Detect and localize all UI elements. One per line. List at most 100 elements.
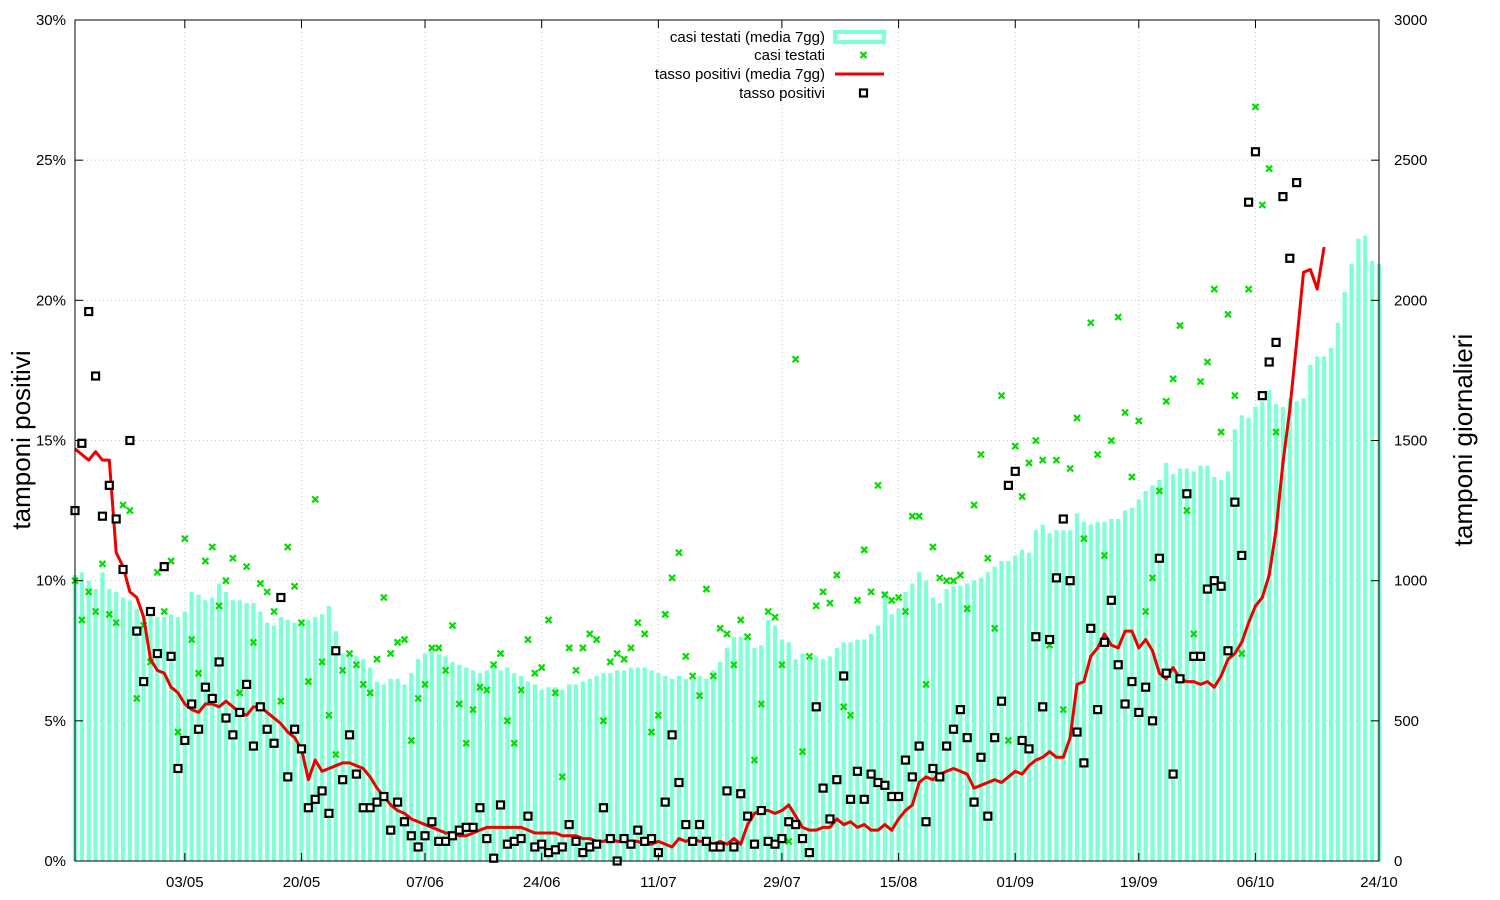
bar xyxy=(868,633,874,861)
point-casi-testati xyxy=(743,632,752,641)
point-casi-testati xyxy=(373,655,381,663)
bar xyxy=(388,678,393,861)
bar xyxy=(745,639,750,861)
point-tasso-positivi xyxy=(379,791,389,802)
point-casi-testati xyxy=(174,728,182,736)
point-tasso-positivi xyxy=(900,755,911,765)
point-tasso-positivi xyxy=(893,791,904,802)
point-tasso-positivi xyxy=(756,805,766,816)
point-casi-testati xyxy=(400,635,409,644)
point-casi-testati xyxy=(977,450,985,459)
point-tasso-positivi xyxy=(468,822,478,832)
point-casi-testati xyxy=(860,546,869,554)
bar xyxy=(786,642,791,861)
bar xyxy=(642,667,647,861)
point-tasso-positivi xyxy=(77,438,87,448)
point-casi-testati xyxy=(881,590,889,599)
point-casi-testati xyxy=(956,571,965,579)
point-tasso-positivi xyxy=(646,833,657,844)
point-casi-testati xyxy=(441,666,450,675)
bar xyxy=(1150,485,1155,861)
point-casi-testati xyxy=(627,644,635,652)
point-casi-testati xyxy=(1244,285,1253,293)
point-tasso-positivi xyxy=(1017,735,1027,746)
bar xyxy=(340,653,345,861)
point-tasso-positivi xyxy=(193,724,204,734)
x-tick-label: 03/05 xyxy=(166,874,204,891)
point-casi-testati xyxy=(208,543,217,551)
point-tasso-positivi xyxy=(338,775,348,785)
bar xyxy=(1047,533,1052,861)
point-casi-testati xyxy=(1114,313,1122,321)
point-tasso-positivi xyxy=(1058,514,1068,524)
point-tasso-positivi xyxy=(1003,480,1013,490)
bar xyxy=(354,656,359,861)
point-tasso-positivi xyxy=(1230,497,1240,507)
x-tick-label: 29/07 xyxy=(763,874,801,891)
point-tasso-positivi xyxy=(1243,197,1254,207)
point-tasso-positivi xyxy=(694,819,705,830)
bar xyxy=(621,670,627,861)
point-casi-testati xyxy=(565,644,573,652)
y-axis-right-title: tamponi giornalieri xyxy=(1448,334,1478,546)
point-tasso-positivi xyxy=(1051,573,1062,583)
point-tasso-positivi xyxy=(489,853,499,863)
y-left-tick-label: 25% xyxy=(36,152,66,169)
point-casi-testati xyxy=(1169,375,1177,383)
bar xyxy=(1225,471,1231,861)
point-casi-testati xyxy=(483,686,491,694)
point-casi-testati xyxy=(105,610,114,619)
point-tasso-positivi xyxy=(331,646,341,656)
point-casi-testati xyxy=(263,588,271,596)
point-tasso-positivi xyxy=(1223,646,1233,656)
point-tasso-positivi xyxy=(399,817,410,827)
point-tasso-positivi xyxy=(537,839,547,849)
bar xyxy=(814,656,819,861)
point-tasso-positivi xyxy=(564,819,574,830)
point-tasso-positivi xyxy=(283,772,293,782)
point-casi-testati xyxy=(270,607,278,616)
point-tasso-positivi xyxy=(1038,702,1048,712)
point-tasso-positivi xyxy=(578,847,588,858)
point-casi-testati xyxy=(496,649,505,658)
point-casi-testati xyxy=(695,691,704,700)
bar xyxy=(731,636,736,861)
bar xyxy=(718,661,723,861)
bar xyxy=(1054,530,1059,861)
point-casi-testati xyxy=(235,689,244,697)
point-casi-testati xyxy=(1038,456,1047,464)
bar xyxy=(313,617,318,861)
bar xyxy=(889,614,894,861)
point-casi-testati xyxy=(531,669,539,677)
point-casi-testati xyxy=(1141,607,1150,616)
bar xyxy=(518,675,524,861)
bar xyxy=(807,659,812,861)
bar xyxy=(1102,521,1107,861)
point-casi-testati xyxy=(215,602,223,610)
x-tick-label: 15/08 xyxy=(880,874,918,891)
point-casi-testati xyxy=(709,672,718,680)
point-casi-testati xyxy=(187,635,196,644)
point-casi-testati xyxy=(675,548,683,557)
bar xyxy=(347,656,352,861)
point-tasso-positivi xyxy=(681,819,691,830)
bar xyxy=(361,659,366,861)
bar xyxy=(1315,356,1320,861)
point-tasso-positivi xyxy=(557,842,567,852)
point-casi-testati xyxy=(448,621,457,630)
point-casi-testati xyxy=(119,501,127,509)
legend-marker-tasso-positivi xyxy=(858,88,869,98)
bar xyxy=(223,591,229,861)
bar xyxy=(1321,356,1327,861)
point-casi-testati xyxy=(256,579,265,588)
point-casi-testati xyxy=(935,574,944,582)
point-tasso-positivi xyxy=(1237,550,1247,561)
point-casi-testati xyxy=(386,649,395,658)
point-casi-testati xyxy=(1135,417,1143,425)
point-casi-testati xyxy=(98,560,107,568)
point-tasso-positivi xyxy=(97,511,108,521)
x-tick-label: 19/09 xyxy=(1120,874,1158,891)
point-casi-testati xyxy=(283,543,292,551)
point-casi-testati xyxy=(778,660,786,669)
bar xyxy=(86,580,91,861)
